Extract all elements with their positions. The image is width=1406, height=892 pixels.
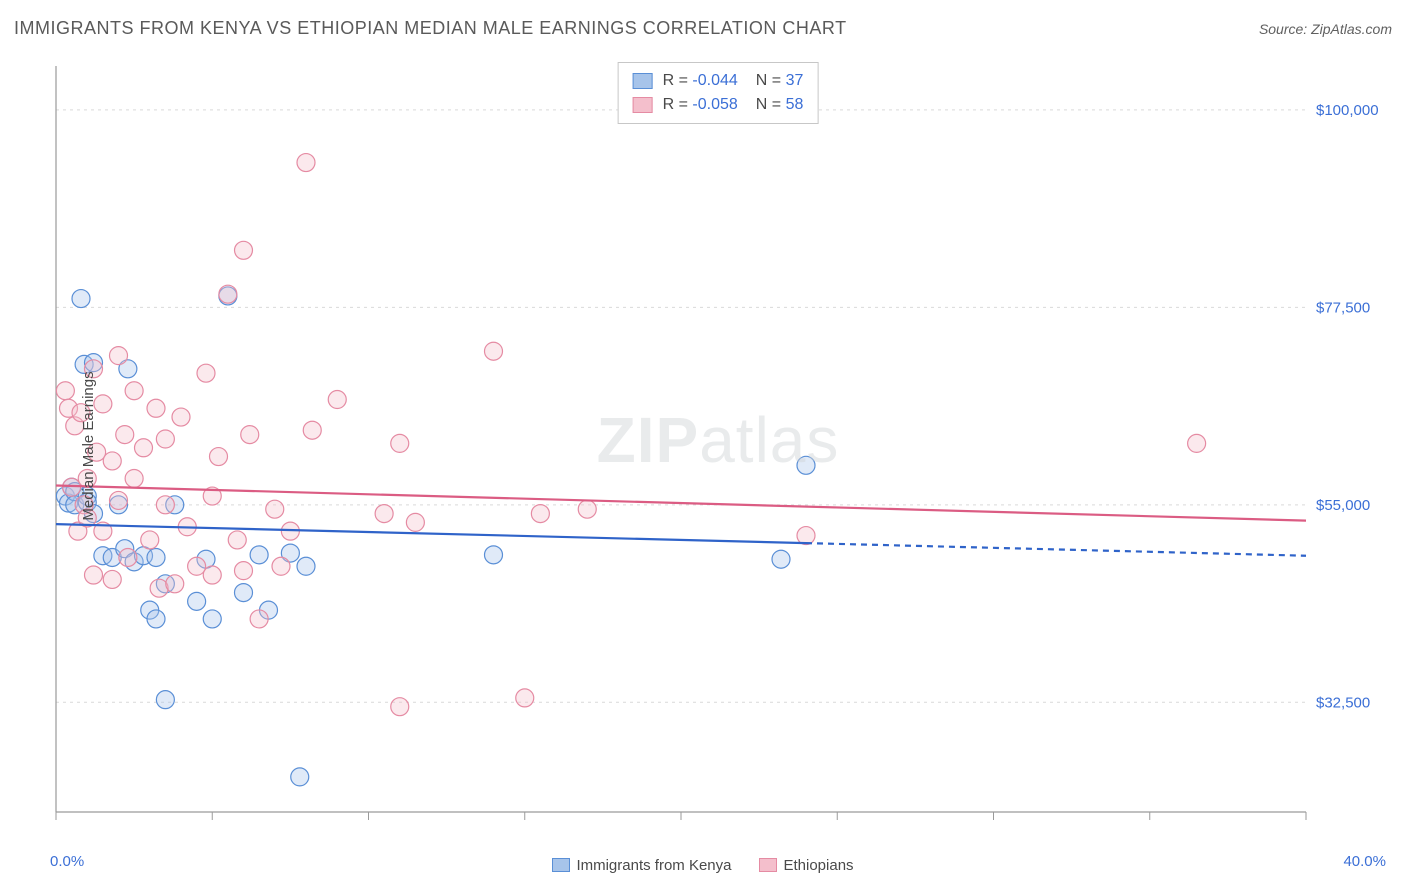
trend-line-extrapolated bbox=[806, 543, 1306, 556]
y-tick-label: $55,000 bbox=[1316, 497, 1370, 514]
data-point bbox=[156, 691, 174, 709]
chart-title: IMMIGRANTS FROM KENYA VS ETHIOPIAN MEDIA… bbox=[14, 18, 847, 39]
data-point bbox=[485, 342, 503, 360]
data-point bbox=[531, 505, 549, 523]
corr-legend-row: R = -0.044N = 37 bbox=[633, 69, 804, 93]
data-point bbox=[72, 290, 90, 308]
data-point bbox=[85, 566, 103, 584]
data-point bbox=[235, 241, 253, 259]
data-point bbox=[291, 768, 309, 786]
correlation-legend: R = -0.044N = 37R = -0.058N = 58 bbox=[618, 62, 819, 124]
data-point bbox=[156, 430, 174, 448]
data-point bbox=[147, 610, 165, 628]
data-point bbox=[797, 456, 815, 474]
data-point bbox=[56, 382, 74, 400]
data-point bbox=[228, 531, 246, 549]
data-point bbox=[116, 426, 134, 444]
data-point bbox=[303, 421, 321, 439]
data-point bbox=[391, 698, 409, 716]
plot-area: Median Male Earnings ZIPatlas $32,500$55… bbox=[50, 60, 1386, 832]
y-tick-label: $100,000 bbox=[1316, 102, 1379, 119]
data-point bbox=[125, 469, 143, 487]
data-point bbox=[772, 550, 790, 568]
data-point bbox=[578, 500, 596, 518]
data-point bbox=[135, 439, 153, 457]
data-point bbox=[172, 408, 190, 426]
source-label: Source: ZipAtlas.com bbox=[1259, 21, 1392, 37]
data-point bbox=[406, 513, 424, 531]
legend-item: Immigrants from Kenya bbox=[552, 857, 731, 874]
y-tick-label: $77,500 bbox=[1316, 299, 1370, 316]
data-point bbox=[266, 500, 284, 518]
trend-line bbox=[56, 486, 1306, 521]
data-point bbox=[297, 557, 315, 575]
corr-legend-row: R = -0.058N = 58 bbox=[633, 93, 804, 117]
data-point bbox=[188, 592, 206, 610]
y-axis-label: Median Male Earnings bbox=[80, 371, 97, 520]
data-point bbox=[103, 570, 121, 588]
data-point bbox=[485, 546, 503, 564]
series-legend: Immigrants from Kenya Ethiopians bbox=[0, 857, 1406, 874]
data-point bbox=[203, 610, 221, 628]
data-point bbox=[1188, 434, 1206, 452]
data-point bbox=[110, 347, 128, 365]
y-tick-label: $32,500 bbox=[1316, 694, 1370, 711]
trend-line bbox=[56, 524, 806, 543]
chart-svg: $32,500 $55,000 $77,500 $100,000 bbox=[50, 60, 1386, 832]
data-point bbox=[125, 382, 143, 400]
data-point bbox=[272, 557, 290, 575]
data-point bbox=[210, 448, 228, 466]
data-point bbox=[328, 391, 346, 409]
data-point bbox=[188, 557, 206, 575]
data-point bbox=[375, 505, 393, 523]
data-point bbox=[147, 548, 165, 566]
data-point bbox=[147, 399, 165, 417]
data-point bbox=[103, 452, 121, 470]
data-point bbox=[516, 689, 534, 707]
data-point bbox=[197, 364, 215, 382]
data-point bbox=[250, 546, 268, 564]
data-point bbox=[110, 491, 128, 509]
data-point bbox=[241, 426, 259, 444]
data-point bbox=[203, 566, 221, 584]
data-point bbox=[235, 584, 253, 602]
data-point bbox=[391, 434, 409, 452]
data-point bbox=[156, 496, 174, 514]
data-point bbox=[235, 562, 253, 580]
data-point bbox=[119, 548, 137, 566]
data-point bbox=[141, 531, 159, 549]
data-point bbox=[63, 478, 81, 496]
data-point bbox=[219, 285, 237, 303]
data-point bbox=[250, 610, 268, 628]
legend-item: Ethiopians bbox=[759, 857, 853, 874]
data-point bbox=[297, 154, 315, 172]
data-point bbox=[166, 575, 184, 593]
